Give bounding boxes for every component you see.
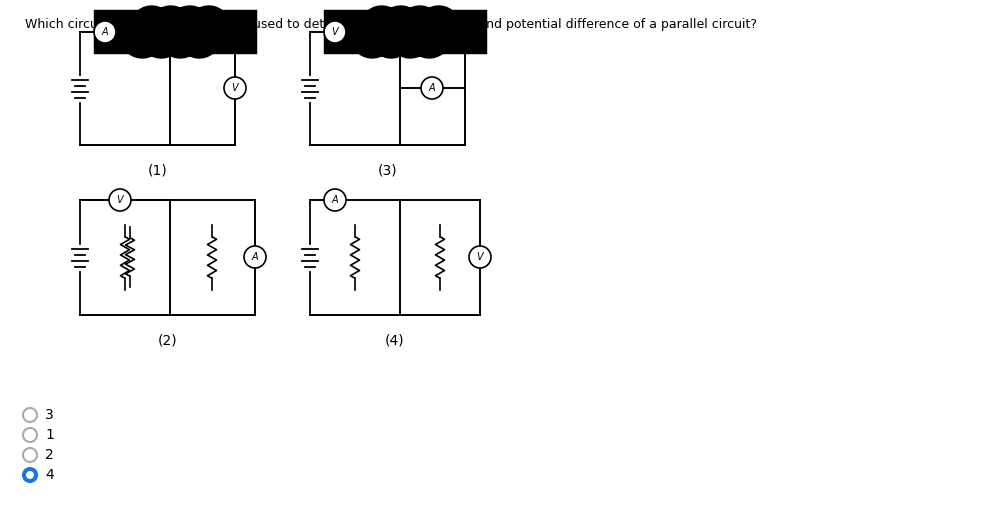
Text: A: A <box>429 83 435 93</box>
Text: A: A <box>331 195 338 205</box>
Text: 2: 2 <box>45 448 54 462</box>
Circle shape <box>324 189 346 211</box>
Circle shape <box>109 189 131 211</box>
Circle shape <box>26 471 34 479</box>
Text: (2): (2) <box>158 333 177 347</box>
Circle shape <box>244 246 266 268</box>
Text: V: V <box>476 252 483 262</box>
Text: 4: 4 <box>45 468 54 482</box>
Text: V: V <box>232 83 239 93</box>
Circle shape <box>421 77 443 99</box>
Text: A: A <box>251 252 258 262</box>
Text: 3: 3 <box>45 408 54 422</box>
Text: (4): (4) <box>386 333 405 347</box>
Circle shape <box>324 21 346 43</box>
Text: Which circuit shown below could be used to determine the total current and poten: Which circuit shown below could be used … <box>25 18 757 31</box>
Circle shape <box>469 246 491 268</box>
Text: A: A <box>102 27 108 37</box>
Circle shape <box>23 468 37 482</box>
Text: 1: 1 <box>45 428 54 442</box>
Circle shape <box>94 21 116 43</box>
Text: V: V <box>116 195 123 205</box>
Text: (1): (1) <box>148 163 168 177</box>
Text: (3): (3) <box>378 163 397 177</box>
Text: V: V <box>331 27 338 37</box>
Circle shape <box>224 77 246 99</box>
